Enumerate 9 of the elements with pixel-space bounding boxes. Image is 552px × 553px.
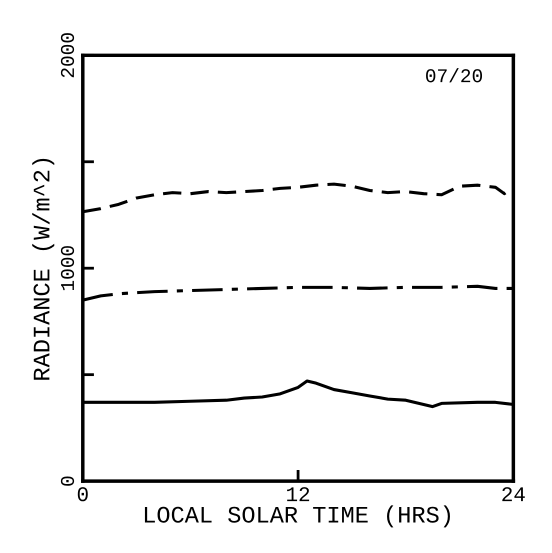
x-axis-title: LOCAL SOLAR TIME (HRS): [144, 505, 450, 528]
x-tick-label: 0: [78, 487, 88, 502]
y-tick-label: 0: [60, 476, 74, 486]
annotation: 07/20: [426, 68, 482, 82]
x-tick-label: 24: [502, 487, 525, 502]
y-tick-label: 1000: [60, 246, 74, 290]
x-tick-label: 12: [287, 487, 310, 502]
y-axis-title: RADIANCE (W/m^2): [32, 158, 54, 380]
y-tick-label: 2000: [60, 33, 74, 78]
